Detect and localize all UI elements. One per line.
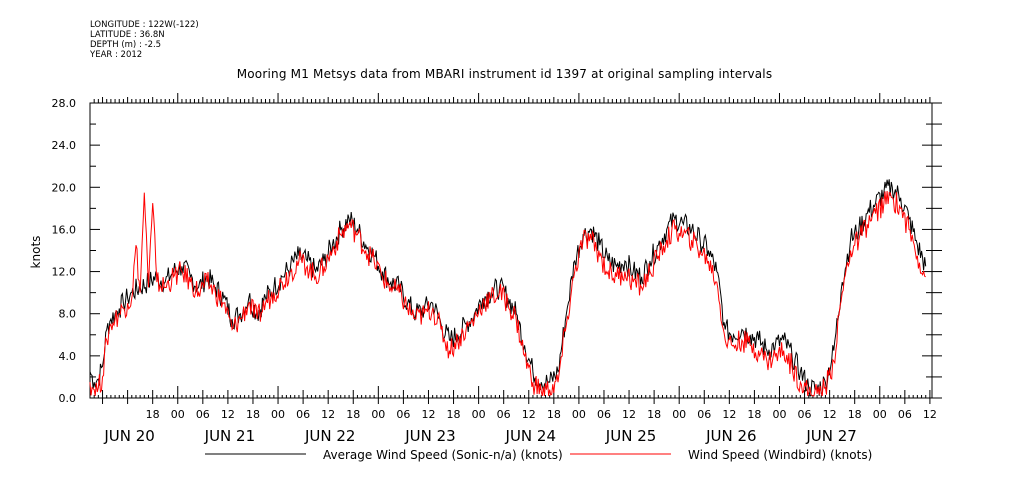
x-date-label: JUN 21 bbox=[204, 427, 255, 445]
x-hour-label: 12 bbox=[522, 408, 536, 421]
series-line-0 bbox=[89, 179, 927, 397]
x-hour-label: 00 bbox=[472, 408, 486, 421]
x-date-label: JUN 23 bbox=[404, 427, 455, 445]
y-tick-label: 16.0 bbox=[52, 223, 77, 236]
x-axis: 18 00 06 12 18 00 06 12 18 00 06 12 18 00 06 12 18 00 06 12… bbox=[93, 93, 937, 445]
latitude-text: LATITUDE : 36.8N bbox=[90, 30, 165, 40]
x-hour-label: 18 bbox=[447, 408, 461, 421]
x-date-label: JUN 22 bbox=[304, 427, 355, 445]
x-date-label: JUN 25 bbox=[605, 427, 656, 445]
x-hour-label: 18 bbox=[246, 408, 260, 421]
x-hour-label: 18 bbox=[547, 408, 561, 421]
series-line-1 bbox=[89, 191, 926, 397]
mooring-metadata: LONGITUDE : 122W(-122) LATITUDE : 36.8N … bbox=[90, 20, 199, 60]
x-hour-label: 00 bbox=[271, 408, 285, 421]
x-hour-label: 06 bbox=[798, 408, 812, 421]
x-hour-label: 00 bbox=[672, 408, 686, 421]
x-hour-label: 00 bbox=[572, 408, 586, 421]
y-tick-label: 8.0 bbox=[59, 308, 77, 321]
year-text: YEAR : 2012 bbox=[90, 50, 143, 60]
x-hour-label: 12 bbox=[622, 408, 636, 421]
x-hour-label: 00 bbox=[171, 408, 185, 421]
y-tick-label: 28.0 bbox=[52, 97, 77, 110]
x-hour-label: 00 bbox=[371, 408, 385, 421]
y-tick-label: 20.0 bbox=[52, 181, 77, 194]
x-hour-label: 06 bbox=[597, 408, 611, 421]
x-hour-label: 18 bbox=[848, 408, 862, 421]
longitude-text: LONGITUDE : 122W(-122) bbox=[90, 20, 199, 30]
x-hour-label: 18 bbox=[146, 408, 160, 421]
x-hour-label: 06 bbox=[196, 408, 210, 421]
legend-label-sonic: Average Wind Speed (Sonic-n/a) (knots) bbox=[323, 448, 563, 462]
x-hour-label: 12 bbox=[421, 408, 435, 421]
x-hour-label: 18 bbox=[346, 408, 360, 421]
x-date-label: JUN 24 bbox=[505, 427, 556, 445]
x-hour-label: 12 bbox=[823, 408, 837, 421]
y-axis-label: knots bbox=[29, 236, 43, 269]
chart-title: Mooring M1 Metsys data from MBARI instru… bbox=[236, 67, 773, 81]
legend-label-windbird: Wind Speed (Windbird) (knots) bbox=[688, 448, 872, 462]
plot-frame bbox=[89, 102, 933, 399]
x-hour-label: 12 bbox=[321, 408, 335, 421]
x-hour-label: 12 bbox=[923, 408, 937, 421]
x-hour-label: 12 bbox=[722, 408, 736, 421]
depth-text: DEPTH (m) : -2.5 bbox=[90, 40, 162, 50]
y-tick-label: 0.0 bbox=[59, 392, 77, 405]
x-date-label: JUN 27 bbox=[805, 427, 856, 445]
x-hour-label: 06 bbox=[497, 408, 511, 421]
x-hour-label: 00 bbox=[873, 408, 887, 421]
x-date-label: JUN 20 bbox=[103, 427, 154, 445]
x-hour-label: 06 bbox=[898, 408, 912, 421]
x-hour-label: 12 bbox=[221, 408, 235, 421]
x-date-label: JUN 26 bbox=[705, 427, 756, 445]
y-axis: 0.0 4.0 8.0 12.0 16.0 20.0 24.0 28.0 bbox=[52, 97, 942, 405]
series-layer bbox=[89, 179, 927, 397]
y-tick-label: 24.0 bbox=[52, 139, 77, 152]
x-hour-label: 06 bbox=[296, 408, 310, 421]
y-tick-label: 12.0 bbox=[52, 266, 77, 279]
y-tick-label: 4.0 bbox=[59, 350, 77, 363]
legend: Average Wind Speed (Sonic-n/a) (knots) W… bbox=[205, 448, 872, 462]
x-hour-label: 06 bbox=[697, 408, 711, 421]
x-hour-label: 18 bbox=[747, 408, 761, 421]
x-hour-label: 00 bbox=[772, 408, 786, 421]
x-hour-label: 18 bbox=[647, 408, 661, 421]
x-hour-label: 06 bbox=[396, 408, 410, 421]
